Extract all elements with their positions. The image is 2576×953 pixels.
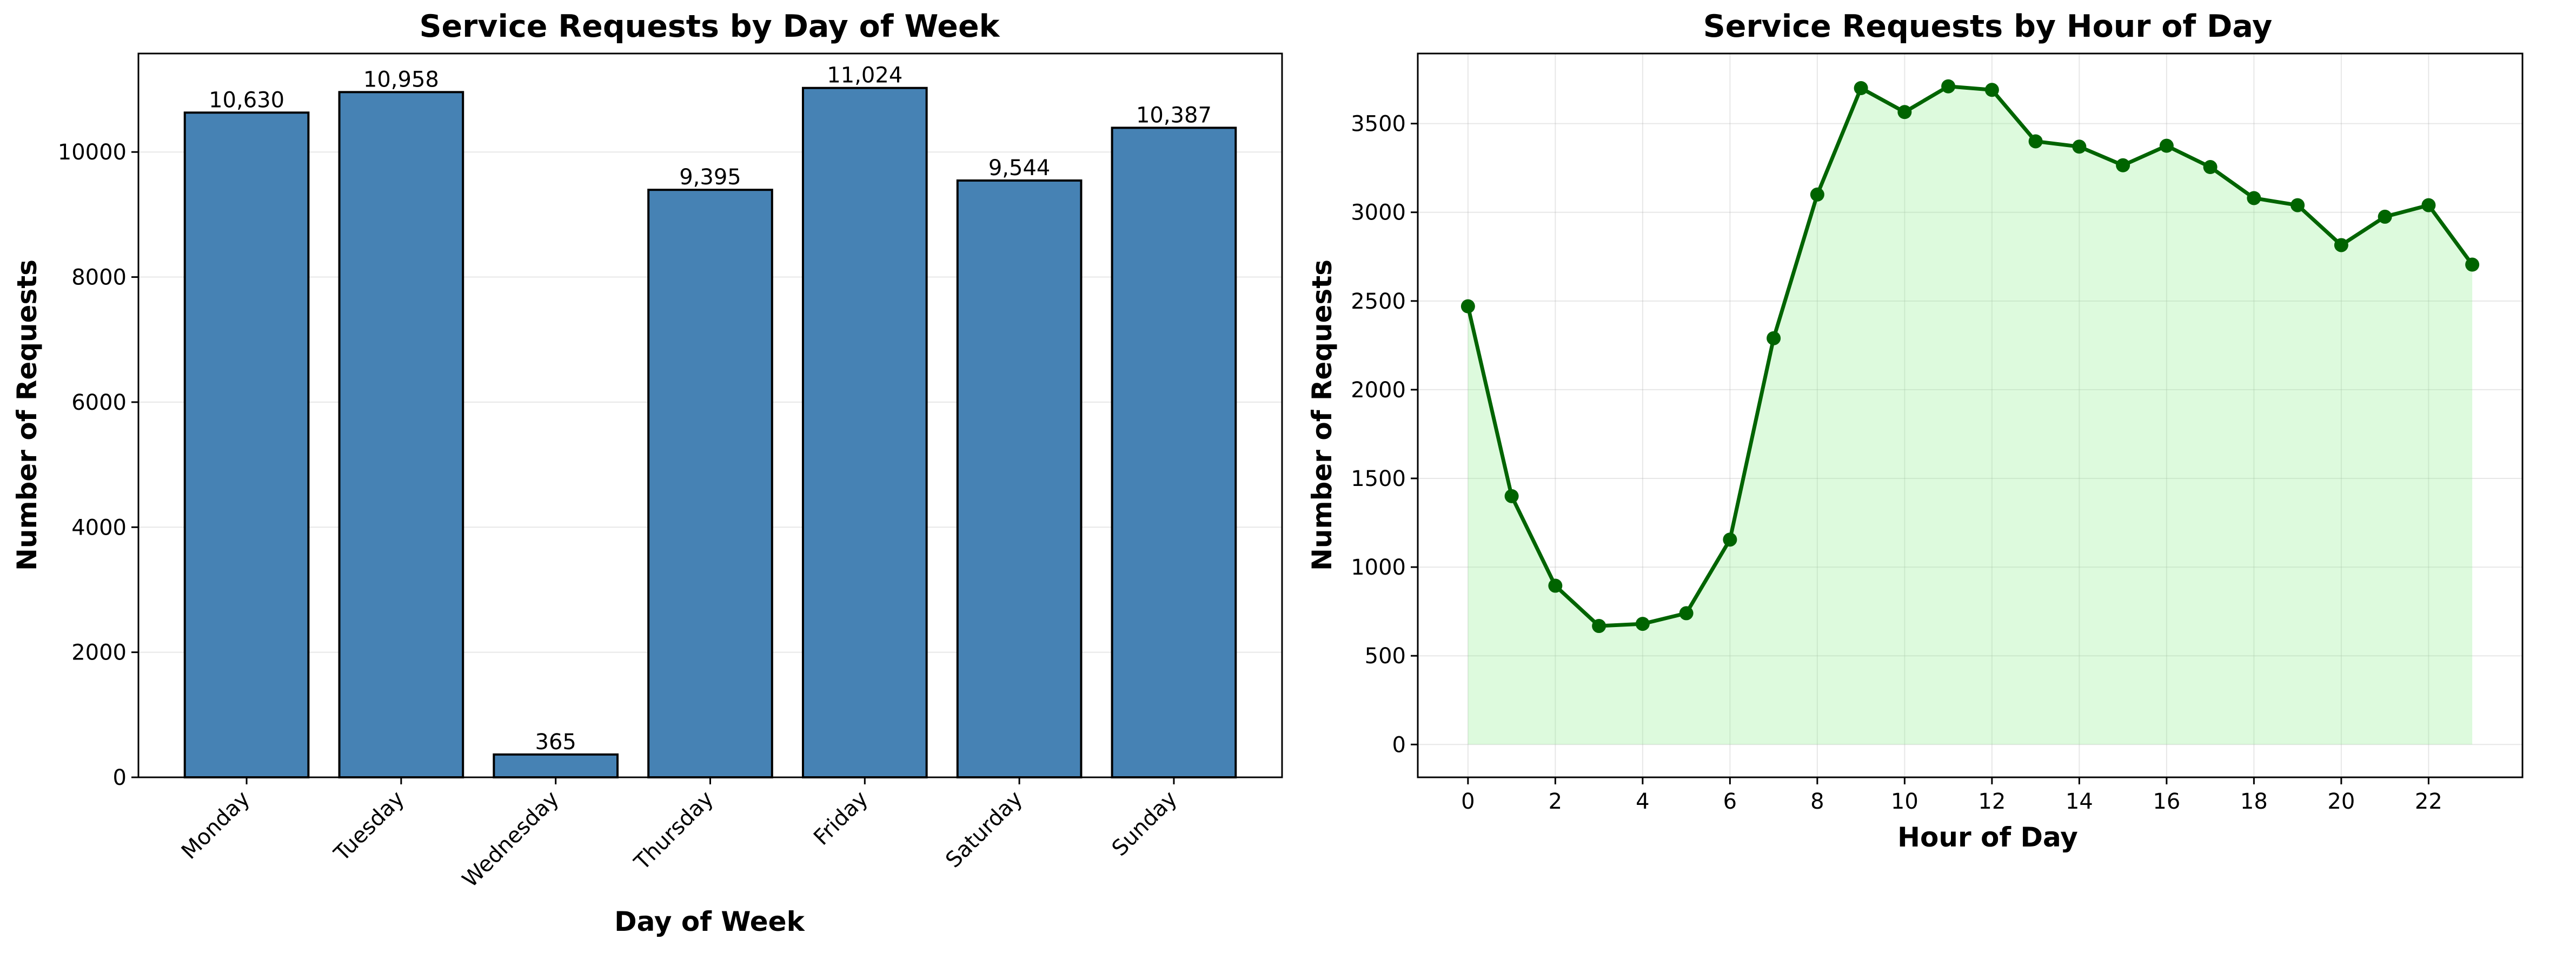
hour-point-21 xyxy=(2378,209,2392,224)
hour-point-8 xyxy=(1810,187,1824,202)
day-chart-x-axis-ticks: Monday Tuesday Wednesday Thursday Friday Satu… xyxy=(177,777,1182,892)
hour-point-9 xyxy=(1854,81,1868,95)
day-chart-x-tick-label: Friday xyxy=(809,787,873,850)
hour-chart-title: Service Requests by Hour of Day xyxy=(1703,9,2273,44)
day-chart-x-axis-label: Day of Week xyxy=(614,906,805,937)
day-chart-x-tick-label: Wednesday xyxy=(457,787,563,892)
hour-chart-x-tick-label: 16 xyxy=(2153,789,2180,814)
day-chart-y-tick-label: 6000 xyxy=(71,390,127,415)
day-chart-x-tick-label: Saturday xyxy=(941,787,1027,873)
hour-point-23 xyxy=(2465,257,2480,272)
hour-chart-y-tick-label: 0 xyxy=(1392,732,1406,757)
hour-point-6 xyxy=(1723,532,1737,547)
hour-chart-x-tick-label: 18 xyxy=(2240,789,2268,814)
day-bar-tuesday xyxy=(338,91,464,779)
day-chart-y-tick-label: 0 xyxy=(113,765,127,790)
hour-chart-y-tick-label: 500 xyxy=(1365,644,1406,669)
day-bar-value-label: 10,387 xyxy=(1136,103,1212,128)
hour-series-line xyxy=(1466,84,2474,628)
hour-point-14 xyxy=(2072,139,2087,154)
hour-chart-y-tick-label: 1500 xyxy=(1351,466,1406,491)
hour-chart-y-tick-label: 2000 xyxy=(1351,378,1406,403)
day-chart-x-tick-label: Sunday xyxy=(1107,787,1182,861)
hour-point-15 xyxy=(2116,158,2130,172)
day-chart-data-labels: 10,630 10,958 365 9,395 11,024 9,544 10,387 xyxy=(209,63,1212,755)
hour-chart-x-tick-label: 22 xyxy=(2415,789,2442,814)
hour-chart-y-tick-label: 3000 xyxy=(1351,201,1406,225)
hour-chart-x-tick-label: 12 xyxy=(1978,789,2006,814)
day-chart-x-tick-label: Thursday xyxy=(629,787,719,876)
hour-point-2 xyxy=(1548,578,1563,593)
day-chart-y-tick-label: 10000 xyxy=(58,140,127,165)
day-chart-y-tick-label: 8000 xyxy=(71,265,127,290)
day-chart-y-tick-label: 2000 xyxy=(71,641,127,665)
day-bar-wednesday xyxy=(493,753,619,779)
hour-point-4 xyxy=(1635,617,1650,631)
day-chart-bars xyxy=(183,86,1237,779)
hour-chart-y-tick-label: 3500 xyxy=(1351,112,1406,137)
day-chart-y-tick-label: 4000 xyxy=(71,515,127,540)
hour-point-5 xyxy=(1679,606,1694,621)
day-chart-y-axis-ticks: 0 2000 4000 6000 8000 10000 xyxy=(58,140,138,790)
day-bar-sunday xyxy=(1111,126,1237,779)
hour-point-22 xyxy=(2421,198,2436,212)
hour-point-7 xyxy=(1767,331,1781,345)
day-chart-x-tick-label: Tuesday xyxy=(329,787,409,867)
day-chart-y-axis-label: Number of Requests xyxy=(11,259,43,571)
hour-chart-y-axis-label: Number of Requests xyxy=(1306,259,1338,571)
hour-chart-x-tick-label: 6 xyxy=(1723,789,1737,814)
hour-chart-x-tick-label: 0 xyxy=(1461,789,1475,814)
hour-chart-plot-frame xyxy=(1417,52,2524,778)
day-bar-value-label: 9,544 xyxy=(988,156,1051,181)
day-bar-value-label: 9,395 xyxy=(679,165,741,190)
hour-point-18 xyxy=(2247,191,2261,205)
hour-chart-x-axis-ticks: 0 2 4 6 8 10 12 14 16 18 20 22 xyxy=(1461,777,2442,814)
day-bar-value-label: 11,024 xyxy=(827,63,902,88)
hour-point-17 xyxy=(2203,160,2218,175)
day-of-week-chart: Service Requests by Day of Week 10,63010… xyxy=(11,9,1283,937)
day-bar-value-label: 365 xyxy=(535,730,576,755)
hour-chart-y-tick-label: 2500 xyxy=(1351,289,1406,314)
hour-chart-x-tick-label: 20 xyxy=(2327,789,2355,814)
hour-chart-y-tick-label: 1000 xyxy=(1351,555,1406,580)
day-bar-value-label: 10,630 xyxy=(209,88,284,112)
hour-chart-x-tick-label: 2 xyxy=(1549,789,1562,814)
day-chart-title: Service Requests by Day of Week xyxy=(419,9,1000,44)
hour-point-13 xyxy=(2028,134,2043,149)
hour-chart-x-tick-label: 8 xyxy=(1810,789,1824,814)
hour-point-20 xyxy=(2334,238,2348,252)
day-bar-friday xyxy=(801,86,928,778)
hour-chart-area-fill xyxy=(1468,86,2473,745)
hour-point-16 xyxy=(2159,138,2174,153)
hour-point-1 xyxy=(1504,489,1519,503)
hour-chart-x-axis-label: Hour of Day xyxy=(1897,822,2078,853)
hour-point-12 xyxy=(1984,83,1999,97)
hour-point-19 xyxy=(2290,198,2305,212)
day-chart-x-tick-label: Monday xyxy=(177,787,255,864)
hour-chart-points xyxy=(1460,79,2480,634)
hour-chart-gridlines xyxy=(1418,54,2522,777)
day-bar-thursday xyxy=(647,189,773,779)
day-bar-value-label: 10,958 xyxy=(363,67,439,92)
hour-chart-series-line xyxy=(1466,84,2474,628)
hour-chart-x-tick-label: 4 xyxy=(1636,789,1649,814)
hour-of-day-chart: Service Requests by Hour of Day 05001000… xyxy=(1306,9,2524,853)
day-bar-saturday xyxy=(956,179,1083,778)
hour-point-11 xyxy=(1941,79,1956,94)
hour-chart-x-tick-label: 14 xyxy=(2066,789,2093,814)
hour-chart-y-axis-ticks: 0 500 1000 1500 2000 2500 3000 3500 xyxy=(1351,112,1418,757)
day-bar-monday xyxy=(183,111,310,779)
hour-area-fill xyxy=(1468,86,2473,745)
hour-point-10 xyxy=(1897,105,1912,119)
hour-chart-x-tick-label: 10 xyxy=(1891,789,1918,814)
hour-point-3 xyxy=(1592,619,1606,634)
hour-point-0 xyxy=(1460,299,1475,314)
